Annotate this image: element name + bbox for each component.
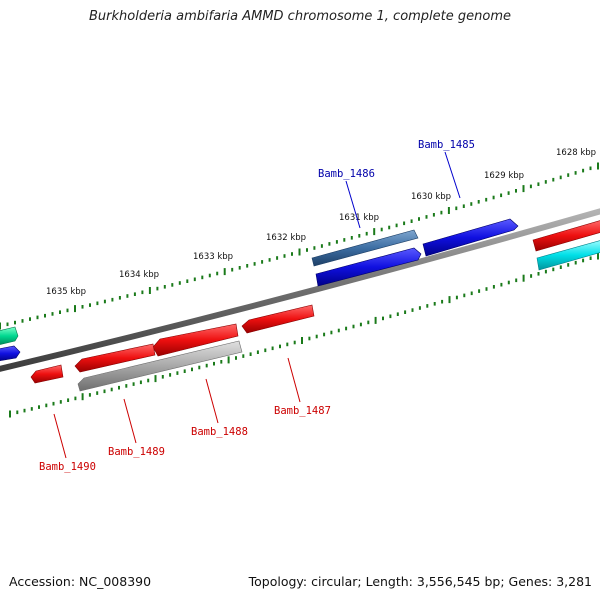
- gene-forward-right-cyan[interactable]: [536, 240, 600, 271]
- chromosome-backbone: [0, 208, 600, 372]
- gene-label-bamb-1490[interactable]: Bamb_1490: [39, 461, 96, 473]
- gene-bamb-1488[interactable]: [152, 323, 239, 357]
- leader-bamb-1489: [123, 398, 137, 444]
- scale-label-1632: 1632 kbp: [266, 233, 306, 243]
- leader-bamb-1487: [287, 357, 301, 403]
- leader-bamb-1490: [53, 413, 67, 459]
- gene-label-bamb-1489[interactable]: Bamb_1489: [108, 446, 165, 458]
- map-title: Burkholderia ambifaria AMMD chromosome 1…: [88, 9, 512, 24]
- scale-label-1630: 1630 kbp: [411, 192, 451, 202]
- leader-bamb-1485: [444, 151, 461, 199]
- gene-label-bamb-1486[interactable]: Bamb_1486: [318, 168, 375, 180]
- gene-bamb-1485[interactable]: [422, 218, 519, 257]
- gene-label-bamb-1485[interactable]: Bamb_1485: [418, 139, 475, 151]
- gene-forward-outer[interactable]: [315, 247, 422, 287]
- gene-label-bamb-1488[interactable]: Bamb_1488: [191, 426, 248, 438]
- scale-label-1634: 1634 kbp: [119, 270, 159, 280]
- scale-label-1633: 1633 kbp: [193, 252, 233, 262]
- gene-forward-left-teal[interactable]: [0, 326, 19, 345]
- gene-bamb-1487[interactable]: [241, 304, 315, 334]
- gene-forward-left-blue[interactable]: [0, 345, 21, 361]
- scale-label-1631: 1631 kbp: [339, 213, 379, 223]
- inner-scale-ticks: [9, 252, 599, 418]
- outer-scale-ticks: [0, 162, 599, 330]
- gene-reverse-gray[interactable]: [77, 340, 243, 392]
- scale-label-1635: 1635 kbp: [46, 287, 86, 297]
- gene-label-bamb-1487[interactable]: Bamb_1487: [274, 405, 331, 417]
- gene-bamb-1490[interactable]: [30, 364, 64, 384]
- gene-bamb-1486[interactable]: [311, 229, 419, 267]
- accession-text: Accession: NC_008390: [9, 574, 152, 589]
- gene-bamb-1489[interactable]: [74, 343, 156, 373]
- genome-summary-text: Topology: circular; Length: 3,556,545 bp…: [248, 574, 592, 589]
- leader-bamb-1486: [345, 180, 361, 229]
- leader-bamb-1488: [205, 378, 219, 424]
- gene-forward-right-red[interactable]: [532, 220, 600, 252]
- scale-label-1628: 1628 kbp: [556, 148, 596, 158]
- scale-label-1629: 1629 kbp: [484, 171, 524, 181]
